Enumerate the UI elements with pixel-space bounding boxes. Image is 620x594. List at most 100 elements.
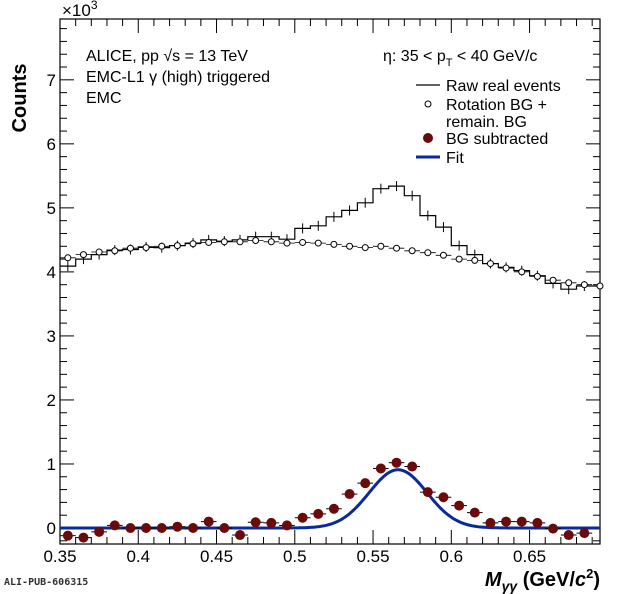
rotation-bg-point — [189, 240, 197, 248]
rotation-bg-point — [95, 248, 103, 256]
rotation-bg-point — [64, 254, 72, 262]
rotation-bg-point — [158, 242, 166, 250]
bg-subtracted-point — [328, 503, 339, 514]
legend-rotation-label-1: Rotation BG + — [446, 97, 547, 114]
bg-subtracted-point — [125, 522, 136, 533]
legend-fit-label: Fit — [446, 150, 464, 167]
bg-subtracted-point — [78, 532, 89, 543]
bg-subtracted-point — [172, 521, 183, 532]
rotation-bg-point — [565, 279, 573, 287]
bg-subtracted-point — [454, 500, 465, 511]
bg-subtracted-point — [516, 516, 527, 527]
x-axis-title-sub: γγ — [502, 578, 519, 594]
rotation-bg-point — [471, 256, 479, 264]
rotation-bg-point — [330, 240, 338, 248]
rotation-bg-point — [142, 244, 150, 252]
bg-subtracted-point — [297, 512, 308, 523]
bg-subtracted-point — [563, 530, 574, 541]
bg-subtracted-point — [62, 530, 73, 541]
bg-subtracted-point — [407, 461, 418, 472]
bg-subtracted-point — [94, 526, 105, 537]
bg-subtracted-point — [344, 489, 355, 500]
x-axis-title-unit-c: c — [575, 569, 586, 591]
y-tick-label: 4 — [47, 263, 56, 282]
rotation-bg-point — [455, 255, 463, 263]
rotation-bg-point — [236, 238, 244, 246]
y-tick-label: 2 — [47, 391, 56, 410]
bg-subtracted-point — [266, 517, 277, 528]
x-tick-label: 0.6 — [439, 547, 463, 566]
y-tick-label: 7 — [47, 71, 56, 90]
legend-raw-label: Raw real events — [446, 78, 561, 95]
rotation-bg-point — [533, 272, 541, 280]
bg-subtracted-point — [469, 507, 480, 518]
bg-subtracted-point — [391, 457, 402, 468]
axes: 0.35 0.4 0.45 0.5 0.55 0.6 0.65 0 1 2 3 4 5 6 7 — [43, 19, 600, 566]
y-multiplier: ×103 — [62, 0, 98, 20]
rotation-bg-point — [408, 247, 416, 255]
x-axis-title-unit-exp: 2 — [586, 566, 593, 581]
bg-subtracted-point — [235, 530, 245, 541]
bg-subtracted-point — [203, 516, 214, 527]
x-tick-label: 0.5 — [283, 547, 307, 566]
x-axis-title: Mγγ (GeV/c2) — [485, 566, 600, 594]
x-axis-title-unit: (GeV/ — [523, 569, 576, 591]
footer-id: ALI-PUB-606315 — [4, 577, 89, 588]
x-tick-label: 0.35 — [43, 547, 76, 566]
bg-subtracted-point — [532, 517, 543, 528]
rotation-bg-point — [502, 264, 510, 272]
rotation-bg-point — [126, 244, 134, 252]
bg-subtracted-point — [281, 520, 292, 531]
x-tick-label: 0.65 — [513, 547, 546, 566]
bg-subtracted-point — [156, 522, 167, 533]
annotation-pt-sub: T — [446, 57, 453, 69]
y-tick-label: 6 — [47, 135, 56, 154]
legend-rotation-swatch — [424, 100, 432, 108]
rotation-bg-point — [486, 260, 494, 268]
rotation-bg-point — [267, 238, 275, 246]
x-axis-title-unit-close: ) — [593, 569, 600, 591]
x-tick-label: 0.55 — [356, 547, 389, 566]
y-tick-label: 3 — [47, 327, 56, 346]
legend: Raw real events Rotation BG + remain. BG… — [416, 78, 561, 167]
rotation-bg-point — [439, 251, 447, 259]
bg-subtracted-point — [188, 522, 199, 533]
rotation-bg-point — [111, 247, 119, 255]
bg-subtracted-point — [250, 517, 261, 528]
x-tick-label: 0.45 — [200, 547, 233, 566]
rotation-bg-point — [79, 251, 87, 259]
rotation-bg-point — [518, 268, 526, 276]
legend-bgsub-swatch — [423, 133, 433, 143]
annotation-pt-range: η: 35 < pT < 40 GeV/c — [383, 48, 537, 69]
rotation-bg-point — [173, 242, 181, 250]
rotation-bg-point — [424, 249, 432, 257]
legend-rotation-label-2: remain. BG — [446, 114, 527, 131]
rotation-bg-point — [205, 238, 213, 246]
rotation-bg-errorbars — [60, 240, 600, 287]
rotation-bg-point — [361, 244, 369, 252]
bg-subtracted-point — [375, 463, 386, 474]
annotation-detector: EMC — [86, 90, 122, 107]
rotation-bg-point — [580, 281, 588, 289]
bg-subtracted-point — [141, 522, 152, 533]
bg-subtracted-point — [313, 508, 324, 519]
rotation-bg-point — [299, 238, 307, 246]
y-tick-label: 0 — [47, 519, 56, 538]
rotation-bg-point — [377, 242, 385, 250]
rotation-bg-point — [252, 237, 260, 245]
rotation-bg-point — [283, 239, 291, 247]
y-tick-label: 5 — [47, 199, 56, 218]
legend-bgsub-label: BG subtracted — [446, 131, 548, 148]
bg-subtracted-point — [501, 516, 512, 527]
annotation-collision: ALICE, pp √s = 13 TeV — [86, 48, 248, 65]
series-layer — [60, 181, 604, 543]
y-multiplier-exp: 3 — [91, 0, 98, 12]
x-axis-title-main: M — [485, 569, 503, 591]
bg-subtracted-point — [548, 523, 559, 534]
annotation-pt-rest: < 40 GeV/c — [452, 48, 537, 65]
y-tick-label: 1 — [47, 455, 56, 474]
rotation-bg-point — [314, 239, 322, 247]
rotation-bg-point — [596, 282, 604, 290]
rotation-bg-point — [346, 242, 354, 250]
